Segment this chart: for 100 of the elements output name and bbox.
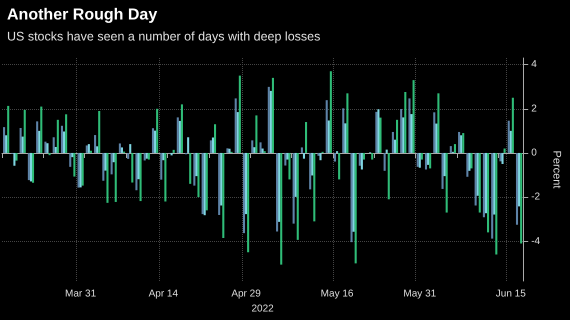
x-tick-label: Mar 31 — [65, 288, 97, 300]
bar — [288, 152, 291, 180]
bar — [206, 152, 208, 210]
bar — [386, 150, 388, 153]
bar — [394, 140, 396, 153]
bar — [493, 152, 496, 215]
y-tick-label: 2 — [531, 103, 538, 114]
y-tick-label: -4 — [531, 236, 541, 247]
bar — [13, 152, 16, 166]
x-tick-label: May 16 — [320, 288, 354, 300]
bar — [234, 98, 237, 153]
y-axis-title: Percent — [550, 150, 562, 188]
bar — [478, 152, 481, 213]
bar — [15, 152, 18, 161]
bar — [40, 106, 42, 153]
bar — [176, 117, 179, 153]
bar — [510, 130, 512, 153]
bar — [424, 152, 428, 170]
bar — [352, 152, 355, 232]
bar — [495, 152, 498, 255]
bar — [127, 152, 130, 159]
bar — [220, 152, 222, 206]
bar — [118, 143, 121, 153]
bar — [276, 152, 278, 232]
bar — [362, 152, 365, 160]
bar — [69, 152, 72, 167]
bar — [429, 152, 432, 168]
bar — [106, 152, 109, 203]
bar — [437, 93, 440, 153]
bar — [52, 137, 55, 153]
x-tick-label: Jun 15 — [496, 288, 526, 300]
bar — [504, 148, 506, 153]
bar — [260, 142, 262, 153]
bar — [330, 71, 332, 153]
bar — [162, 152, 164, 160]
bar — [44, 142, 46, 153]
bar — [286, 152, 288, 160]
x-tick-label: Apr 29 — [231, 288, 262, 300]
bar — [508, 120, 510, 153]
bar — [160, 152, 162, 180]
bar — [358, 152, 361, 166]
bar — [311, 152, 314, 176]
bar — [379, 118, 382, 153]
bar — [375, 112, 378, 153]
bar — [98, 110, 100, 153]
bar — [226, 148, 228, 153]
bar — [516, 152, 518, 225]
bar — [300, 147, 303, 153]
bar — [388, 152, 390, 200]
bar — [458, 132, 460, 153]
x-tick-label: May 31 — [403, 288, 437, 300]
bar — [328, 120, 330, 153]
bar — [384, 152, 386, 171]
bar — [468, 152, 470, 171]
bar — [242, 152, 246, 234]
bar — [474, 152, 477, 206]
bar — [402, 117, 404, 153]
bar — [60, 126, 64, 153]
x-axis-title: 2022 — [251, 303, 274, 314]
bar — [305, 122, 308, 153]
bar — [7, 106, 10, 153]
bar — [38, 130, 40, 153]
bar — [268, 86, 270, 153]
bar — [110, 152, 113, 174]
y-tick-label: 0 — [531, 147, 538, 158]
bar — [195, 152, 198, 176]
bar — [131, 152, 134, 183]
bar — [262, 148, 264, 153]
bar — [435, 124, 438, 153]
bar — [5, 135, 8, 153]
bar — [442, 152, 444, 189]
bar — [350, 152, 353, 242]
bar — [326, 100, 328, 153]
bar — [520, 152, 522, 244]
bar — [317, 152, 320, 156]
bar — [354, 152, 357, 264]
bar — [214, 124, 216, 153]
bar — [193, 152, 196, 186]
bar — [56, 120, 59, 153]
bar — [172, 150, 175, 153]
bar — [408, 98, 410, 153]
bar — [253, 147, 256, 153]
bar — [487, 152, 490, 232]
bar — [446, 152, 448, 213]
bar — [114, 152, 117, 202]
bar — [245, 152, 248, 214]
bar — [112, 152, 115, 162]
bar — [218, 152, 220, 215]
bar — [476, 152, 479, 196]
bar — [3, 127, 6, 153]
bar — [238, 76, 241, 153]
bar — [63, 132, 66, 153]
bar — [32, 152, 34, 183]
bar — [102, 152, 104, 181]
bar — [319, 152, 322, 160]
bar — [22, 136, 24, 153]
bar — [518, 152, 520, 206]
bar — [228, 148, 231, 153]
bar — [338, 152, 340, 180]
bar — [36, 121, 38, 153]
